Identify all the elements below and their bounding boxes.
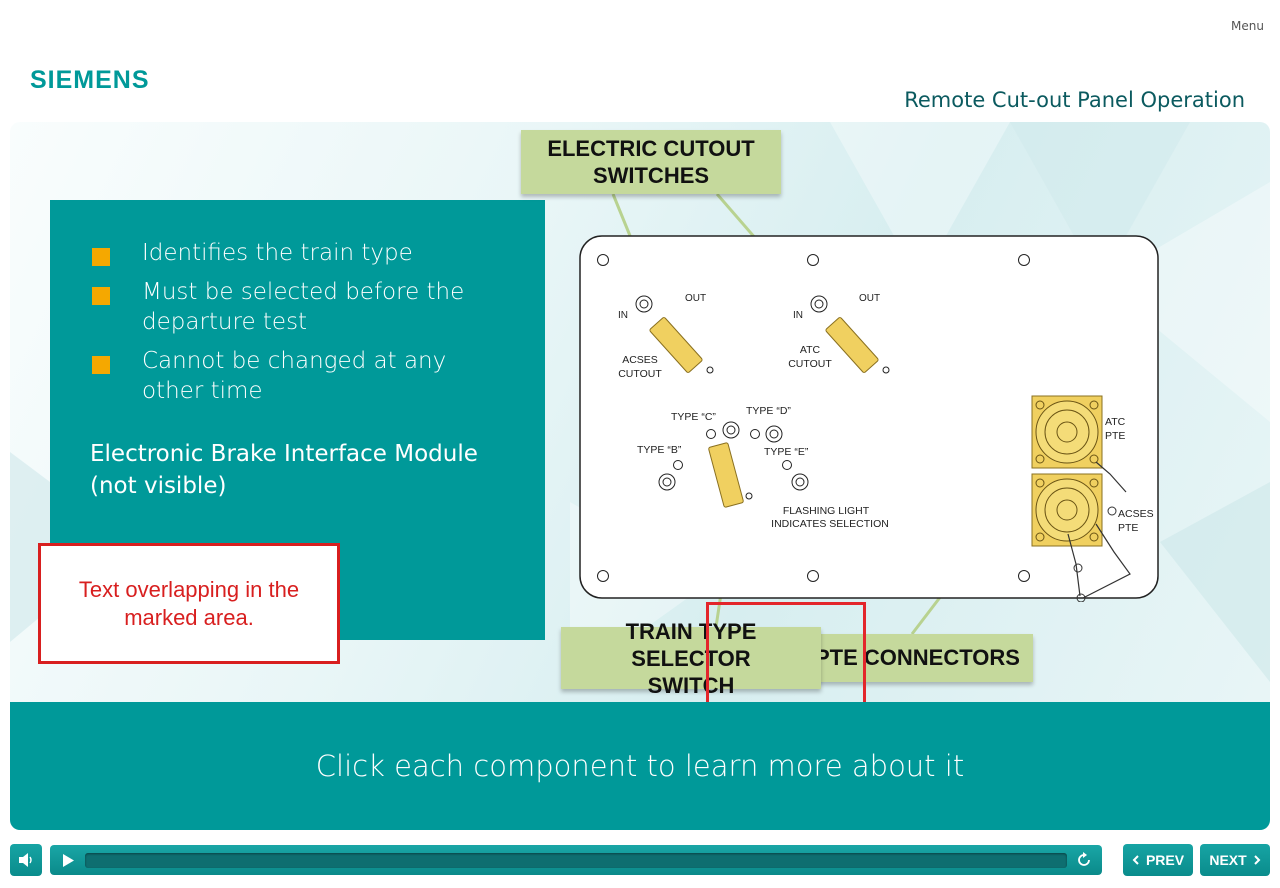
speaker-icon (19, 853, 32, 867)
svg-text:ATC: ATC (800, 344, 821, 356)
bullet-item: Must be selected before the departure te… (90, 277, 510, 337)
svg-text:TYPE “C”: TYPE “C” (671, 411, 716, 423)
atc-cutout-switch[interactable]: IN OUT ATC CUTOUT (788, 293, 890, 374)
svg-text:TYPE “D”: TYPE “D” (746, 405, 791, 417)
svg-text:ATC: ATC (1105, 416, 1126, 428)
cutout-panel-diagram: IN OUT ACSES CUTOUT IN OUT ATC CUTOUT TY… (579, 235, 1159, 602)
module-text: Electronic Brake Interface Module (not v… (90, 441, 478, 499)
seekbar[interactable] (50, 845, 1102, 875)
svg-text:OUT: OUT (685, 293, 706, 304)
svg-text:PTE: PTE (1118, 522, 1138, 534)
train-type-selector-label[interactable]: TRAIN TYPE SELECTOR SWITCH (561, 619, 821, 698)
annotation-note: Text overlapping in the marked area. (38, 543, 340, 664)
bullet-item: Identifies the train type (90, 238, 510, 268)
play-icon (63, 853, 74, 867)
bullet-square-icon (92, 287, 110, 305)
bullet-square-icon (92, 248, 110, 266)
prev-button[interactable]: PREV (1123, 844, 1193, 876)
svg-text:ACSES: ACSES (622, 354, 658, 366)
train-type-selector[interactable]: TYPE “C” TYPE “D” TYPE “B” TYPE “E” FLAS… (637, 405, 889, 530)
svg-text:INDICATES SELECTION: INDICATES SELECTION (771, 518, 889, 530)
svg-text:PTE: PTE (1105, 430, 1125, 442)
slide-stage: Identifies the train type Must be select… (10, 122, 1270, 830)
chevron-right-icon (1253, 855, 1261, 865)
player-controls: PREV NEXT (0, 840, 1280, 880)
bullet-item: Cannot be changed at any other time (90, 346, 510, 406)
instruction-bar: Click each component to learn more about… (10, 702, 1270, 830)
bullet-square-icon (92, 356, 110, 374)
svg-text:CUTOUT: CUTOUT (618, 368, 662, 380)
pte-connectors[interactable]: ATC PTE ACSES PTE (1031, 395, 1154, 602)
electric-cutout-label[interactable]: ELECTRIC CUTOUT SWITCHES (521, 130, 781, 194)
course-title: Remote Cut-out Panel Operation (904, 88, 1245, 112)
progress-track[interactable] (85, 853, 1067, 868)
volume-button[interactable] (10, 844, 42, 876)
replay-icon (1078, 852, 1090, 866)
svg-text:TYPE “B”: TYPE “B” (637, 444, 682, 456)
next-button[interactable]: NEXT (1200, 844, 1270, 876)
play-button[interactable] (56, 848, 80, 872)
menu-link[interactable]: Menu (1231, 19, 1264, 33)
svg-text:CUTOUT: CUTOUT (788, 358, 832, 370)
svg-text:OUT: OUT (859, 293, 880, 304)
svg-text:FLASHING LIGHT: FLASHING LIGHT (783, 505, 870, 517)
svg-text:TYPE “E”: TYPE “E” (764, 446, 809, 458)
chevron-left-icon (1132, 855, 1139, 865)
svg-text:IN: IN (793, 310, 803, 321)
svg-text:ACSES: ACSES (1118, 508, 1154, 520)
acses-cutout-switch[interactable]: IN OUT ACSES CUTOUT (618, 293, 714, 380)
siemens-logo: SIEMENS (30, 66, 150, 94)
replay-button[interactable] (1072, 848, 1096, 872)
bullet-list: Identifies the train type Must be select… (90, 238, 510, 415)
svg-text:IN: IN (618, 310, 628, 321)
